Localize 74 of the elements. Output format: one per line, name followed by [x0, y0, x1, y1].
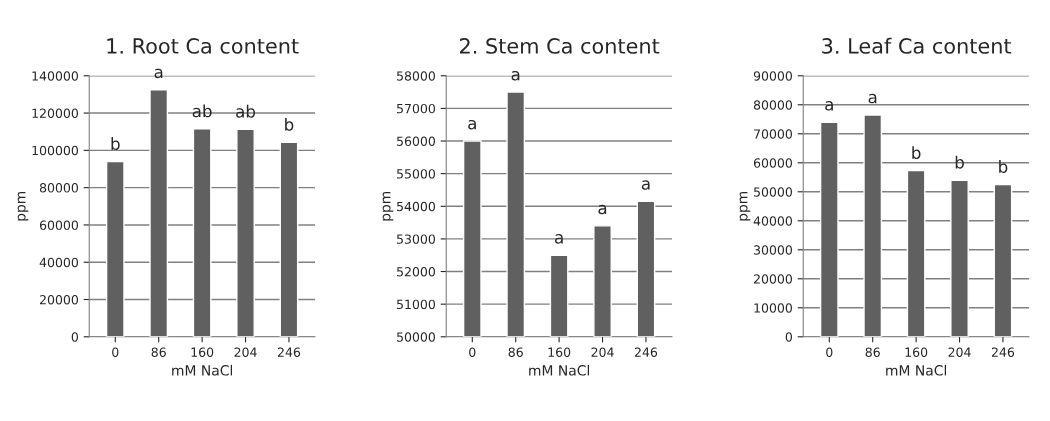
x-tick-label: 204 — [591, 347, 614, 357]
bar — [192, 128, 212, 337]
annotation: b — [285, 117, 294, 131]
chart-title: 1. Root Ca content — [107, 38, 299, 54]
x-tick-label: 0 — [469, 347, 476, 357]
bar — [950, 179, 969, 337]
x-tick-label: 86 — [865, 347, 880, 357]
y-axis-title: ppm — [382, 191, 394, 221]
y-tick-label: 52000 — [397, 267, 435, 277]
annotation: b — [111, 137, 120, 150]
y-tick-label: 51000 — [397, 299, 435, 310]
bar — [279, 141, 299, 337]
x-tick-label: 204 — [948, 347, 971, 357]
y-tick-label: 20000 — [39, 294, 78, 305]
annotation: a — [555, 234, 563, 244]
y-axis-title: ppm — [739, 191, 751, 221]
x-tick-label: 86 — [151, 347, 166, 357]
bar — [906, 169, 926, 337]
annotation: a — [641, 180, 650, 190]
y-tick-label: 50000 — [397, 332, 435, 342]
y-tick-label: 53000 — [397, 234, 435, 244]
y-tick-label: 80000 — [39, 183, 78, 193]
annotation: ab — [236, 104, 256, 118]
y-tick-label: 55000 — [397, 169, 435, 179]
y-tick-label: 56000 — [397, 136, 435, 146]
x-axis-title: mM NaCl — [886, 364, 947, 376]
x-tick-label: 204 — [234, 347, 257, 357]
x-tick-label: 0 — [826, 347, 833, 357]
y-tick-label: 70000 — [754, 129, 792, 139]
x-tick-label: 160 — [548, 347, 571, 357]
x-tick-label: 246 — [277, 347, 301, 357]
annotation: a — [468, 119, 476, 130]
x-tick-label: 0 — [112, 347, 119, 357]
annotation: a — [868, 93, 877, 104]
chart-title: 3. Leaf Ca content — [822, 37, 1012, 54]
x-tick-label: 86 — [508, 347, 523, 357]
y-tick-label: 40000 — [753, 216, 792, 226]
x-tick-label: 246 — [991, 347, 1015, 357]
y-tick-label: 60000 — [39, 220, 78, 230]
y-axis-title: ppm — [17, 191, 29, 221]
x-tick-label: 160 — [905, 347, 928, 357]
x-axis-title: mM NaCl — [529, 364, 590, 376]
y-tick-label: 57000 — [397, 103, 435, 114]
x-tick-label: 246 — [634, 347, 658, 357]
bar — [236, 128, 255, 337]
y-tick-label: 120000 — [32, 108, 78, 118]
y-tick-label: 140000 — [32, 71, 78, 81]
y-tick-label: 50000 — [754, 187, 792, 197]
y-tick-label: 58000 — [397, 71, 435, 81]
x-tick-label: 160 — [191, 347, 214, 357]
y-tick-label: 90000 — [753, 71, 792, 81]
annotation: b — [999, 160, 1008, 173]
y-tick-label: 0 — [785, 332, 792, 342]
annotation: ab — [192, 104, 212, 118]
annotation: a — [598, 204, 607, 215]
annotation: b — [912, 146, 921, 160]
x-axis-title: mM NaCl — [172, 364, 233, 376]
annotation: a — [154, 68, 163, 79]
bar — [149, 89, 169, 337]
y-tick-label: 80000 — [753, 100, 792, 110]
bar — [863, 114, 883, 337]
bar — [819, 121, 839, 337]
chart-title: 2. Stem Ca content — [459, 38, 660, 54]
y-tick-label: 20000 — [753, 274, 792, 284]
y-tick-label: 100000 — [32, 145, 78, 156]
bar — [993, 183, 1013, 337]
y-tick-label: 54000 — [397, 201, 435, 212]
y-tick-label: 10000 — [754, 303, 792, 313]
y-tick-label: 60000 — [753, 158, 792, 168]
bar — [105, 160, 125, 337]
y-tick-label: 0 — [71, 332, 78, 342]
y-tick-label: 40000 — [39, 257, 78, 268]
annotation: a — [511, 70, 520, 81]
y-tick-label: 30000 — [754, 245, 792, 255]
